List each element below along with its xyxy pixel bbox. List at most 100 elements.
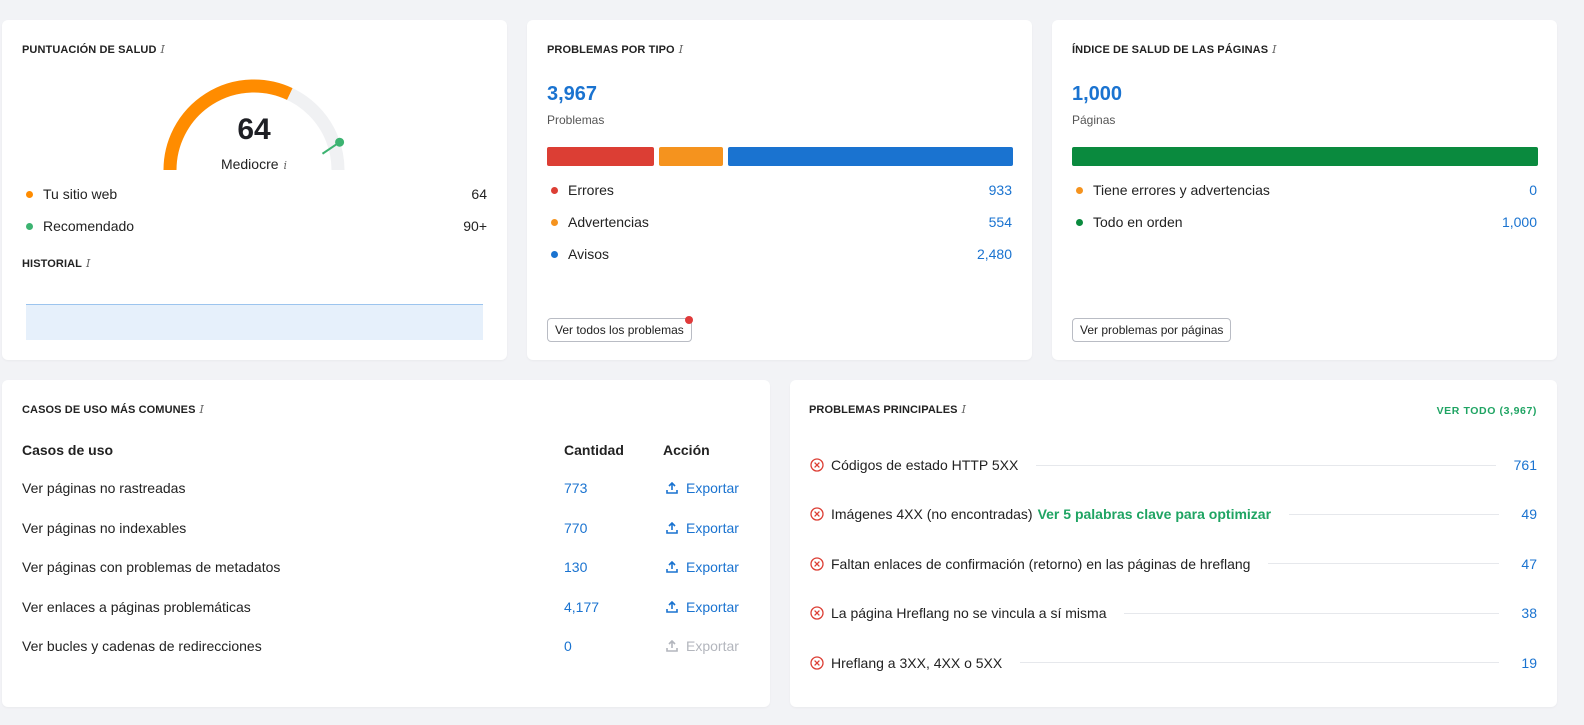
issue-count[interactable]: 38 [1521, 605, 1537, 622]
issue-divider [1289, 513, 1499, 515]
export-label: Exportar [686, 480, 739, 496]
legend-has-errors[interactable]: Tiene errores y advertencias [1076, 182, 1270, 198]
use-case-count[interactable]: 4,177 [564, 598, 600, 615]
use-case-label: Ver enlaces a páginas problemáticas [22, 598, 251, 615]
pages-bar-segment-0[interactable] [1072, 147, 1538, 166]
legend-warnings-value[interactable]: 554 [988, 214, 1012, 230]
issue-divider [1268, 563, 1499, 565]
health-score-rating: Mediocre i [204, 156, 304, 172]
use-case-count[interactable]: 0 [564, 638, 572, 655]
issue-row[interactable]: Hreflang a 3XX, 4XX o 5XX 19 [810, 653, 1537, 673]
error-circle-icon [810, 458, 824, 472]
view-all-problems-button[interactable]: Ver todos los problemas [547, 318, 692, 342]
see-all-link[interactable]: VER TODO (3,967) [1436, 405, 1537, 417]
health-score-title-text: PUNTUACIÓN DE SALUD [22, 44, 157, 56]
problems-bar-segment-0[interactable] [547, 147, 655, 166]
issue-text[interactable]: Códigos de estado HTTP 5XX [831, 457, 1019, 473]
column-header-count: Cantidad [564, 442, 624, 458]
use-cases-title: CASOS DE USO MÁS COMUNES i [22, 403, 204, 416]
use-case-count[interactable]: 773 [564, 480, 588, 496]
history-chart[interactable] [26, 304, 483, 340]
dot-icon [1076, 218, 1083, 226]
dot-icon [26, 190, 33, 198]
column-header-action: Acción [663, 442, 710, 458]
info-icon[interactable]: i [160, 43, 165, 56]
legend-your-site: Tu sitio web [26, 186, 117, 202]
legend-label: Tiene errores y advertencias [1093, 182, 1270, 198]
issue-count[interactable]: 47 [1521, 555, 1537, 572]
legend-all-good-value[interactable]: 1,000 [1501, 214, 1537, 230]
issue-count[interactable]: 761 [1513, 457, 1537, 473]
issue-divider [1036, 464, 1496, 466]
export-button[interactable]: Exportar [666, 520, 739, 536]
error-circle-icon [810, 507, 824, 522]
legend-notices[interactable]: Avisos [551, 246, 609, 262]
view-problems-by-pages-button[interactable]: Ver problemas por páginas [1072, 318, 1232, 342]
info-icon[interactable]: i [283, 159, 288, 172]
info-icon[interactable]: i [85, 257, 91, 270]
issue-count[interactable]: 49 [1521, 506, 1537, 523]
export-button[interactable]: Exportar [666, 559, 739, 575]
legend-label: Recomendado [43, 218, 135, 234]
dot-icon [551, 186, 558, 194]
problems-bar-segment-2[interactable] [727, 147, 1013, 166]
legend-recommended: Recomendado [26, 218, 134, 234]
issue-text[interactable]: Hreflang a 3XX, 4XX o 5XX [831, 654, 1003, 671]
issue-keywords-link[interactable]: Ver 5 palabras clave para optimizar [1037, 506, 1272, 523]
problems-bar-segment-1[interactable] [659, 147, 723, 166]
export-button[interactable]: Exportar [666, 480, 739, 496]
legend-warnings[interactable]: Advertencias [551, 214, 649, 230]
pages-total[interactable]: 1,000 [1072, 83, 1123, 105]
legend-label: Errores [568, 182, 614, 198]
pages-distribution-bar [1072, 147, 1538, 166]
info-icon[interactable]: i [1272, 43, 1277, 56]
issue-row[interactable]: Códigos de estado HTTP 5XX 761 [810, 455, 1537, 475]
legend-your-site-value: 64 [471, 186, 487, 202]
legend-has-errors-value[interactable]: 0 [1529, 182, 1537, 198]
issue-text[interactable]: Imágenes 4XX (no encontradas) [831, 506, 1033, 523]
info-icon[interactable]: i [678, 43, 684, 56]
issue-text[interactable]: Faltan enlaces de confirmación (retorno)… [831, 555, 1251, 572]
legend-all-good[interactable]: Todo en orden [1076, 214, 1183, 230]
use-cases-title-text: CASOS DE USO MÁS COMUNES [22, 404, 196, 416]
issue-row[interactable]: Faltan enlaces de confirmación (retorno)… [810, 554, 1537, 574]
issue-text[interactable]: La página Hreflang no se vincula a sí mi… [831, 605, 1107, 622]
use-cases-card: CASOS DE USO MÁS COMUNES i Casos de uso C… [2, 380, 770, 707]
page-health-title: ÍNDICE DE SALUD DE LAS PÁGINAS i [1072, 43, 1277, 56]
rating-text: Mediocre [220, 156, 279, 172]
export-button[interactable]: Exportar [666, 599, 739, 615]
issue-divider [1124, 612, 1499, 614]
pages-total-label: Páginas [1072, 113, 1116, 127]
export-label: Exportar [686, 559, 739, 576]
page-health-title-text: ÍNDICE DE SALUD DE LAS PÁGINAS [1072, 44, 1269, 56]
top-issues-card: PROBLEMAS PRINCIPALES i VER TODO (3,967) … [790, 380, 1557, 707]
info-icon[interactable]: i [199, 403, 204, 416]
error-circle-icon [810, 606, 824, 620]
column-header-use-case: Casos de uso [22, 442, 114, 458]
use-case-count[interactable]: 130 [564, 559, 588, 576]
problems-total[interactable]: 3,967 [547, 83, 598, 105]
use-case-count[interactable]: 770 [564, 519, 588, 536]
legend-label: Todo en orden [1093, 214, 1183, 230]
legend-errors[interactable]: Errores [551, 182, 614, 198]
export-icon [666, 521, 678, 534]
export-icon [666, 482, 678, 494]
export-icon [666, 600, 678, 613]
top-issues-title: PROBLEMAS PRINCIPALES i [809, 403, 966, 416]
export-label: Exportar [686, 638, 739, 655]
info-icon[interactable]: i [961, 403, 967, 416]
issue-row[interactable]: La página Hreflang no se vincula a sí mi… [810, 603, 1537, 623]
health-gauge [163, 79, 345, 171]
dot-icon [26, 222, 33, 230]
gauge-recommended-dot [335, 137, 345, 147]
problems-by-type-title: PROBLEMAS POR TIPO i [547, 43, 683, 56]
use-case-label: Ver bucles y cadenas de redirecciones [22, 638, 262, 655]
issue-row[interactable]: Imágenes 4XX (no encontradas) Ver 5 palab… [810, 504, 1537, 524]
problems-total-label: Problemas [547, 113, 605, 127]
legend-notices-value[interactable]: 2,480 [976, 246, 1012, 262]
issue-count[interactable]: 19 [1521, 654, 1537, 671]
problems-by-type-title-text: PROBLEMAS POR TIPO [547, 44, 675, 56]
legend-errors-value[interactable]: 933 [988, 182, 1012, 198]
dot-icon [551, 250, 558, 258]
health-score-value: 64 [237, 113, 271, 146]
